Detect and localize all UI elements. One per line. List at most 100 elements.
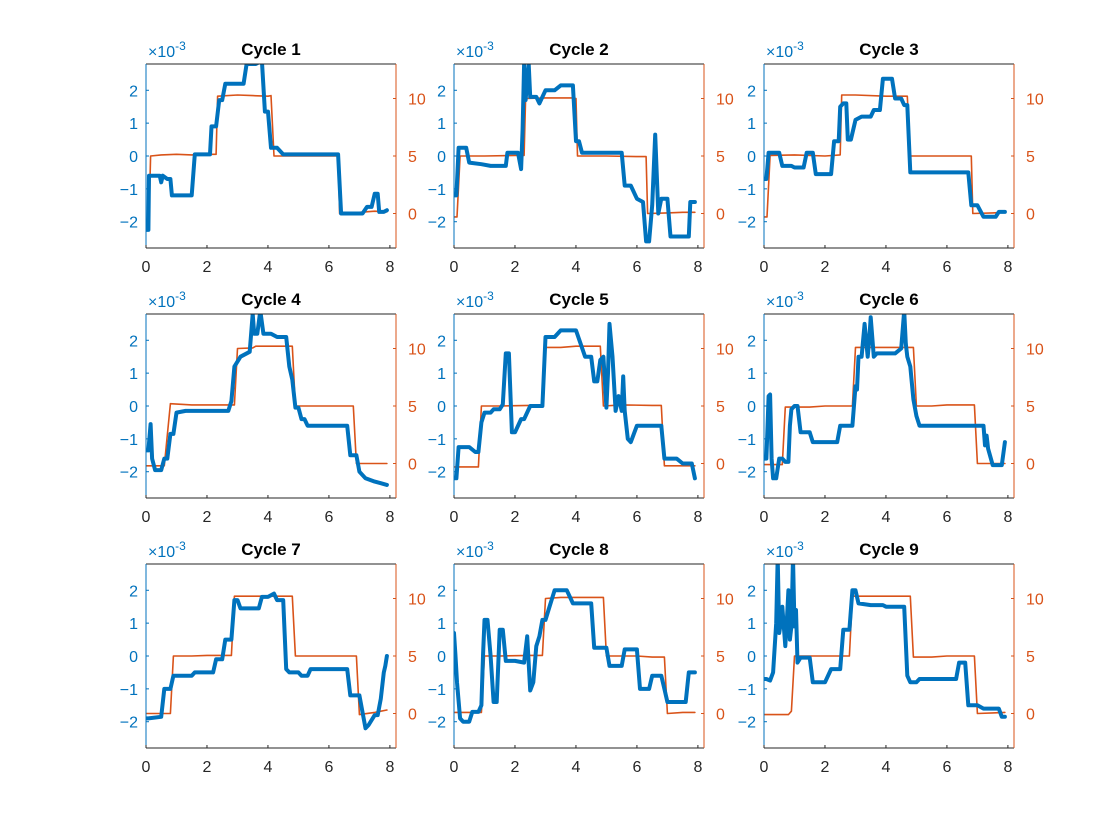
right-y-tick-label: 0 — [408, 207, 417, 224]
x-tick-label: 0 — [142, 759, 151, 776]
exponent-base: ×10 — [148, 544, 175, 561]
right-y-tick-label: 10 — [1026, 342, 1044, 359]
x-tick-label: 0 — [760, 509, 769, 526]
right-y-tick-label: 5 — [1026, 649, 1035, 666]
exponent-base: ×10 — [766, 44, 793, 61]
left-y-tick-label: −2 — [738, 215, 756, 232]
left-series-line — [764, 314, 1007, 481]
right-y-tick-label: 5 — [716, 149, 725, 166]
exponent-power: -3 — [793, 539, 804, 553]
right-y-tick-label: 10 — [716, 592, 734, 609]
right-y-tick-label: 10 — [716, 342, 734, 359]
subplot-7: 0 2 4 6 8 −2 −1 0 1 2 0 5 10 ×10-3 Cycle 7 — [120, 539, 426, 776]
left-y-tick-label: −2 — [120, 465, 138, 482]
right-y-tick-label: 0 — [716, 707, 725, 724]
exponent-base: ×10 — [766, 294, 793, 311]
left-series-line — [764, 564, 1007, 719]
left-y-tick-label: −2 — [120, 715, 138, 732]
subplot-1: 0 2 4 6 8 −2 −1 0 1 2 0 5 10 ×10-3 Cycle 1 — [120, 39, 426, 276]
left-y-tick-label: −1 — [738, 682, 756, 699]
right-series-line — [764, 94, 1006, 218]
x-tick-label: 4 — [571, 259, 580, 276]
exponent-power: -3 — [175, 39, 186, 53]
subplot-title: Cycle 7 — [241, 540, 301, 559]
x-tick-label: 4 — [263, 509, 272, 526]
left-y-exponent-label: ×10-3 — [766, 39, 804, 61]
exponent-base: ×10 — [148, 44, 175, 61]
x-tick-label: 2 — [821, 759, 830, 776]
subplot-6: 0 2 4 6 8 −2 −1 0 1 2 0 5 10 ×10-3 Cycle 6 — [738, 289, 1044, 526]
left-y-tick-label: 2 — [129, 583, 138, 600]
x-tick-label: 8 — [1003, 759, 1012, 776]
left-y-tick-label: 0 — [129, 649, 138, 666]
x-tick-label: 6 — [324, 509, 333, 526]
x-tick-label: 8 — [385, 509, 394, 526]
x-tick-label: 4 — [881, 509, 890, 526]
exponent-power: -3 — [483, 289, 494, 303]
right-y-tick-label: 10 — [408, 592, 426, 609]
exponent-power: -3 — [483, 39, 494, 53]
left-y-tick-label: 2 — [437, 83, 446, 100]
left-y-tick-label: 2 — [437, 583, 446, 600]
x-tick-label: 0 — [450, 759, 459, 776]
x-tick-label: 6 — [942, 759, 951, 776]
subplot-title: Cycle 9 — [859, 540, 919, 559]
left-y-exponent-label: ×10-3 — [456, 39, 494, 61]
exponent-base: ×10 — [456, 294, 483, 311]
left-y-tick-label: 1 — [129, 616, 138, 633]
x-tick-label: 0 — [142, 509, 151, 526]
right-y-tick-label: 0 — [1026, 457, 1035, 474]
plot-area — [146, 64, 396, 248]
x-tick-label: 4 — [571, 759, 580, 776]
left-series-line — [454, 588, 697, 724]
left-y-tick-label: 0 — [747, 649, 756, 666]
x-tick-label: 2 — [203, 509, 212, 526]
right-y-tick-label: 5 — [1026, 399, 1035, 416]
left-y-tick-label: 0 — [747, 149, 756, 166]
left-y-tick-label: −2 — [120, 215, 138, 232]
x-tick-label: 8 — [1003, 259, 1012, 276]
left-y-exponent-label: ×10-3 — [766, 289, 804, 311]
x-tick-label: 2 — [511, 259, 520, 276]
x-tick-label: 0 — [760, 759, 769, 776]
right-y-tick-label: 5 — [1026, 149, 1035, 166]
left-y-tick-label: −2 — [428, 715, 446, 732]
left-y-tick-label: −1 — [120, 432, 138, 449]
left-y-tick-label: 1 — [747, 366, 756, 383]
x-tick-label: 4 — [571, 509, 580, 526]
subplot-title: Cycle 3 — [859, 40, 919, 59]
left-y-exponent-label: ×10-3 — [148, 289, 186, 311]
right-y-tick-label: 0 — [408, 707, 417, 724]
right-y-tick-label: 5 — [408, 399, 417, 416]
left-y-exponent-label: ×10-3 — [148, 539, 186, 561]
subplot-title: Cycle 6 — [859, 290, 919, 309]
right-y-tick-label: 10 — [1026, 592, 1044, 609]
right-y-tick-label: 10 — [408, 342, 426, 359]
x-tick-label: 2 — [203, 759, 212, 776]
right-y-tick-label: 10 — [408, 92, 426, 109]
right-y-tick-label: 0 — [716, 457, 725, 474]
left-y-tick-label: −1 — [738, 432, 756, 449]
left-y-tick-label: 1 — [437, 616, 446, 633]
subplot-8: 0 2 4 6 8 −2 −1 0 1 2 0 5 10 ×10-3 Cycle 8 — [428, 539, 734, 776]
left-y-tick-label: −2 — [428, 465, 446, 482]
left-series-line — [146, 64, 389, 232]
right-y-tick-label: 5 — [716, 649, 725, 666]
x-tick-label: 0 — [142, 259, 151, 276]
left-y-tick-label: 2 — [747, 83, 756, 100]
exponent-base: ×10 — [766, 544, 793, 561]
exponent-power: -3 — [793, 39, 804, 53]
subplot-3: 0 2 4 6 8 −2 −1 0 1 2 0 5 10 ×10-3 Cycle 3 — [738, 39, 1044, 276]
plot-area — [764, 314, 1014, 498]
x-tick-label: 0 — [450, 509, 459, 526]
left-y-tick-label: 1 — [747, 116, 756, 133]
left-y-exponent-label: ×10-3 — [766, 539, 804, 561]
left-y-tick-label: −1 — [120, 182, 138, 199]
x-tick-label: 4 — [881, 259, 890, 276]
right-series-line — [764, 595, 1006, 716]
left-y-tick-label: −2 — [738, 465, 756, 482]
left-y-exponent-label: ×10-3 — [148, 39, 186, 61]
right-y-tick-label: 5 — [408, 149, 417, 166]
subplot-4: 0 2 4 6 8 −2 −1 0 1 2 0 5 10 ×10-3 Cycle 4 — [120, 289, 426, 526]
